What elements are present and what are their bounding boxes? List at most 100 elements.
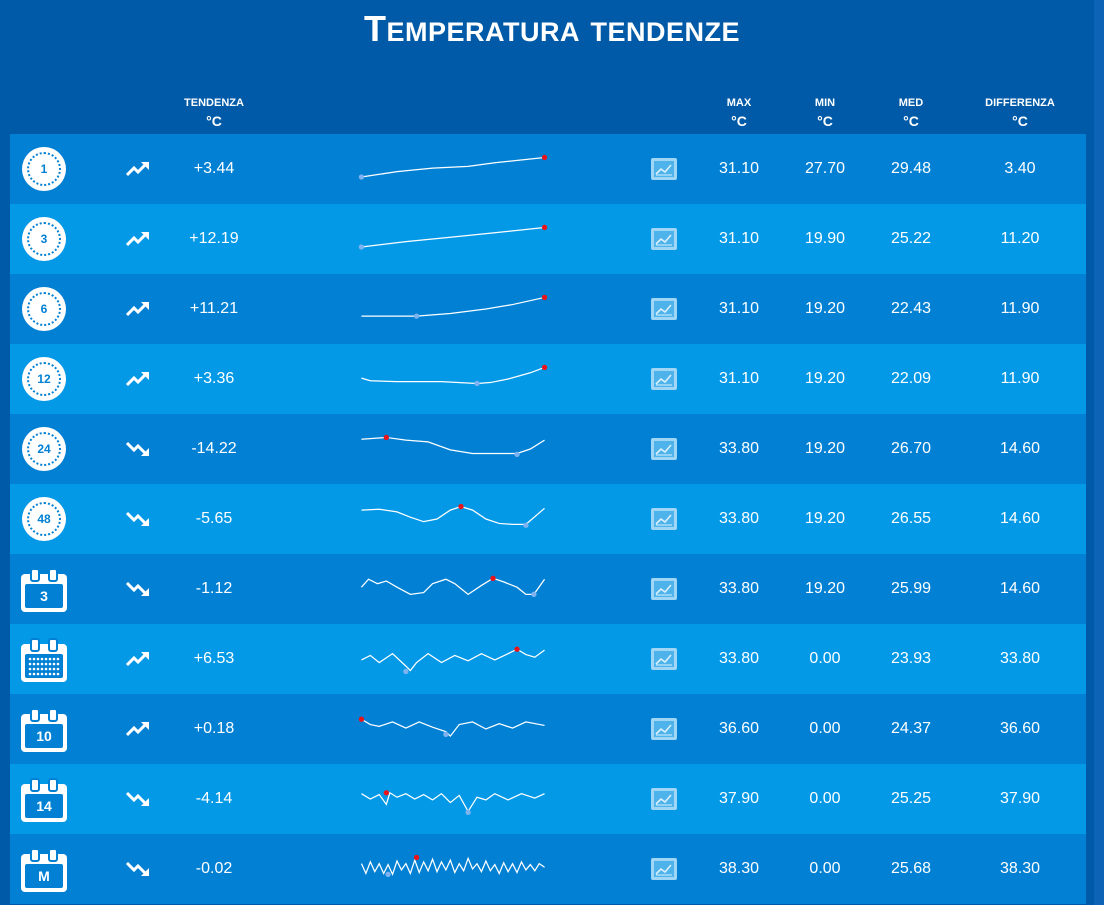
header-trend: Tendenza °C: [184, 97, 244, 129]
chart-icon[interactable]: [651, 158, 677, 180]
chart-button[interactable]: [646, 344, 682, 414]
sparkline-cell: [350, 764, 556, 834]
med-value: 26.55: [890, 510, 932, 527]
sparkline: [361, 646, 545, 675]
header-med: Med °C: [898, 97, 924, 129]
trend-down-icon: [120, 484, 156, 554]
period-icon-cell: 1: [20, 134, 68, 204]
med-value: 25.68: [890, 860, 932, 877]
max-marker: [383, 434, 389, 441]
max-value: 33.80: [718, 650, 760, 667]
diff-value: 3.40: [1004, 160, 1036, 177]
trend-value: +12.19: [189, 230, 239, 247]
table-row: 24 -14.22 33.80 19.20 26.70 14.60: [10, 414, 1086, 484]
chart-button[interactable]: [646, 414, 682, 484]
period-label: 3: [25, 584, 63, 608]
max-value: 31.10: [718, 230, 760, 247]
max-marker: [541, 154, 548, 161]
chart-icon[interactable]: [651, 438, 677, 460]
header-diff: Differenza °C: [985, 97, 1055, 129]
chart-icon[interactable]: [651, 298, 677, 320]
chart-icon[interactable]: [651, 368, 677, 390]
chart-icon[interactable]: [651, 228, 677, 250]
trend-down-icon: [120, 554, 156, 624]
max-value: 33.80: [718, 510, 760, 527]
trend-value: -4.14: [195, 790, 233, 807]
chart-icon[interactable]: [651, 508, 677, 530]
period-icon-cell: 3: [20, 204, 68, 274]
min-marker: [413, 313, 420, 319]
table-row: 10 +0.18 36.60 0.00 24.37 36.60: [10, 694, 1086, 764]
sparkline-cell: [350, 694, 556, 764]
min-value: 19.20: [804, 440, 846, 457]
diff-value: 11.20: [1000, 230, 1040, 247]
diff-value: 33.80: [999, 650, 1041, 667]
sparkline-cell: [350, 554, 556, 624]
chart-button[interactable]: [646, 484, 682, 554]
max-value: 36.60: [718, 720, 760, 737]
table-row: 1 +3.44 31.10 27.70 29.48 3.40: [10, 134, 1086, 204]
trend-value: +3.36: [193, 370, 235, 387]
trend-up-icon: [120, 694, 156, 764]
chart-icon[interactable]: [651, 788, 677, 810]
chart-button[interactable]: [646, 624, 682, 694]
trend-up-icon: [120, 344, 156, 414]
max-value: 31.10: [718, 160, 760, 177]
chart-icon[interactable]: [651, 718, 677, 740]
calendar-icon: 3: [21, 568, 67, 612]
diff-value: 14.60: [999, 580, 1041, 597]
trend-up-icon: [120, 134, 156, 204]
period-label: 1: [40, 162, 48, 176]
period-icon-cell: 24: [20, 414, 68, 484]
trend-value: -0.02: [195, 860, 233, 877]
chart-button[interactable]: [646, 554, 682, 624]
min-value: 19.20: [804, 300, 846, 317]
chart-icon[interactable]: [651, 578, 677, 600]
trend-value: -5.65: [195, 510, 233, 527]
chart-button[interactable]: [646, 834, 682, 904]
sparkline: [361, 434, 545, 457]
chart-button[interactable]: [646, 274, 682, 344]
sparkline: [358, 716, 545, 738]
chart-button[interactable]: [646, 694, 682, 764]
clock-icon: 1: [22, 147, 66, 191]
sparkline-cell: [350, 204, 556, 274]
chart-icon[interactable]: [651, 648, 677, 670]
max-value: 31.10: [718, 300, 760, 317]
med-value: 23.93: [890, 650, 932, 667]
table-row: 6 +11.21 31.10 19.20 22.43 11.90: [10, 274, 1086, 344]
sparkline-cell: [350, 274, 556, 344]
calendar-icon: M: [21, 848, 67, 892]
clock-icon: 3: [22, 217, 66, 261]
scrollbar[interactable]: [1094, 0, 1104, 905]
min-marker: [443, 731, 449, 737]
max-marker: [413, 854, 420, 861]
trend-value: +6.53: [193, 650, 235, 667]
trend-value: +0.18: [193, 720, 235, 737]
sparkline-cell: [350, 344, 556, 414]
min-value: 19.20: [804, 580, 846, 597]
period-icon-cell: 6: [20, 274, 68, 344]
clock-icon: 24: [22, 427, 66, 471]
min-marker: [403, 668, 409, 675]
table-row: 48 -5.65 33.80 19.20 26.55 14.60: [10, 484, 1086, 554]
max-marker: [383, 790, 389, 796]
sparkline: [360, 854, 545, 877]
chart-button[interactable]: [646, 204, 682, 274]
chart-icon[interactable]: [651, 858, 677, 880]
max-marker: [541, 294, 548, 301]
med-value: 22.43: [890, 300, 932, 317]
period-label: 48: [37, 512, 51, 526]
table-row: 12 +3.36 31.10 19.20 22.09 11.90: [10, 344, 1086, 414]
header-max: Max °C: [726, 97, 752, 129]
period-label: 10: [25, 724, 63, 748]
trend-down-icon: [120, 834, 156, 904]
trend-up-icon: [120, 274, 156, 344]
chart-button[interactable]: [646, 764, 682, 834]
min-marker: [523, 522, 529, 528]
diff-value: 14.60: [999, 440, 1041, 457]
period-label: 3: [40, 232, 48, 246]
chart-button[interactable]: [646, 134, 682, 204]
sparkline-cell: [350, 134, 556, 204]
med-value: 26.70: [890, 440, 932, 457]
